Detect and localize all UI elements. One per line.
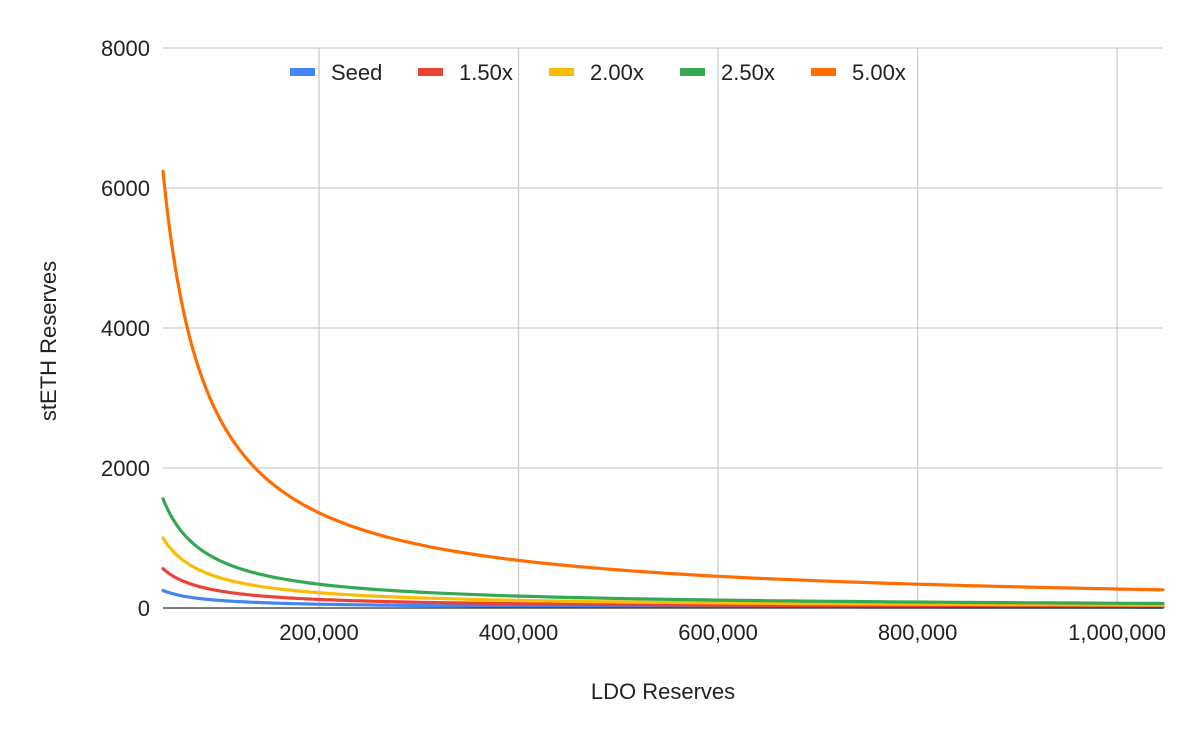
series-line-1-50x [161, 567, 1165, 609]
legend-swatch [290, 68, 315, 76]
x-axis-title: LDO Reserves [591, 679, 735, 704]
x-tick-label: 600,000 [678, 620, 758, 645]
x-tick-label: 1,000,000 [1068, 620, 1166, 645]
x-axis-ticks: 200,000 400,000 600,000 800,000 1,000,000 [279, 620, 1166, 645]
legend-item: 2.00x [549, 60, 644, 85]
y-tick-label: 6000 [101, 176, 150, 201]
series-line-2-00x [161, 536, 1165, 607]
legend-swatch [680, 68, 705, 76]
legend-item: Seed [290, 60, 382, 85]
legend-swatch [549, 68, 574, 76]
gridlines [163, 47, 1163, 608]
x-tick-label: 400,000 [479, 620, 559, 645]
series-line-2-50x [161, 497, 1165, 606]
series-line-5-00x [161, 169, 1165, 592]
y-tick-label: 8000 [101, 36, 150, 61]
legend-label: 2.00x [590, 60, 644, 85]
legend-item: 1.50x [418, 60, 513, 85]
legend-item: 2.50x [680, 60, 775, 85]
legend-label: 5.00x [852, 60, 906, 85]
y-axis-ticks: 0 2000 4000 6000 8000 [101, 36, 150, 621]
legend-swatch [811, 68, 836, 76]
y-tick-label: 2000 [101, 456, 150, 481]
y-axis-title: stETH Reserves [36, 261, 61, 421]
legend-item: 5.00x [811, 60, 906, 85]
y-tick-label: 0 [138, 596, 150, 621]
y-tick-label: 4000 [101, 316, 150, 341]
series-lines [161, 169, 1165, 609]
legend-label: 1.50x [459, 60, 513, 85]
x-tick-label: 200,000 [279, 620, 359, 645]
legend-label: 2.50x [721, 60, 775, 85]
x-tick-label: 800,000 [878, 620, 958, 645]
legend-label: Seed [331, 60, 382, 85]
legend: Seed 1.50x 2.00x 2.50x 5.00x [290, 60, 906, 85]
legend-swatch [418, 68, 443, 76]
